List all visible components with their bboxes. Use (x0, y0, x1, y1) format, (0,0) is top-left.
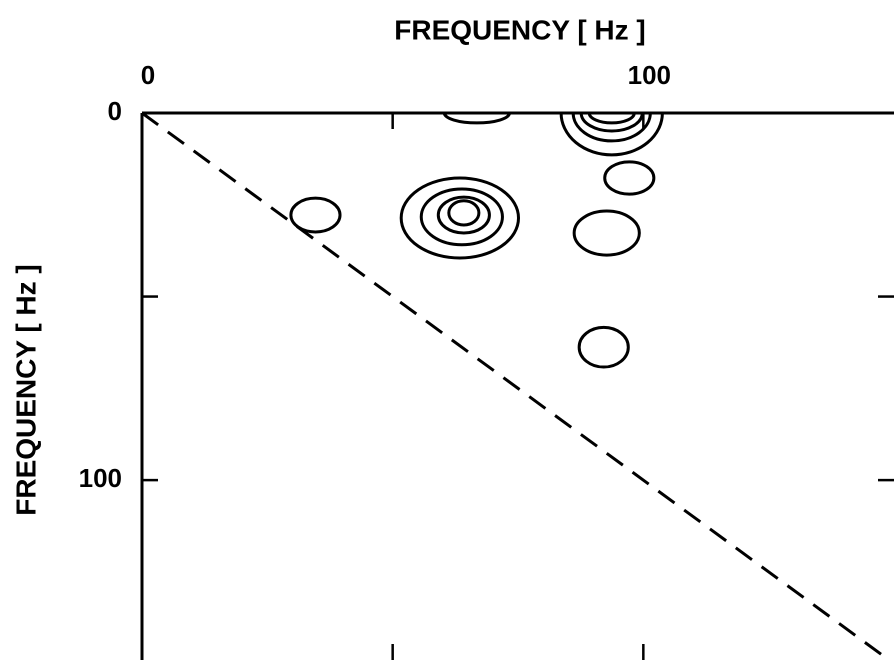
contour-line (571, 113, 652, 143)
contour-line (419, 187, 504, 247)
y-tick-label: 100 (79, 463, 122, 493)
x-axis-label: FREQUENCY [ Hz ] (394, 14, 646, 45)
y-axis-label: FREQUENCY [ Hz ] (10, 264, 41, 516)
contour-line (572, 209, 641, 257)
contour-line (442, 113, 511, 125)
x-tick-label: 100 (628, 60, 671, 90)
y-tick-label: 0 (108, 96, 122, 126)
contour-line (587, 113, 636, 125)
contour-line (603, 160, 656, 196)
contour-line (559, 113, 664, 157)
plot-area (142, 113, 892, 660)
contour-line (436, 195, 491, 235)
contour-line (579, 113, 644, 133)
contour-line (577, 325, 630, 369)
contour-line (399, 176, 521, 260)
x-tick-label: 0 (141, 60, 155, 90)
diagonal-line (142, 113, 892, 660)
contour-line (289, 196, 342, 234)
contour-line (447, 199, 481, 227)
